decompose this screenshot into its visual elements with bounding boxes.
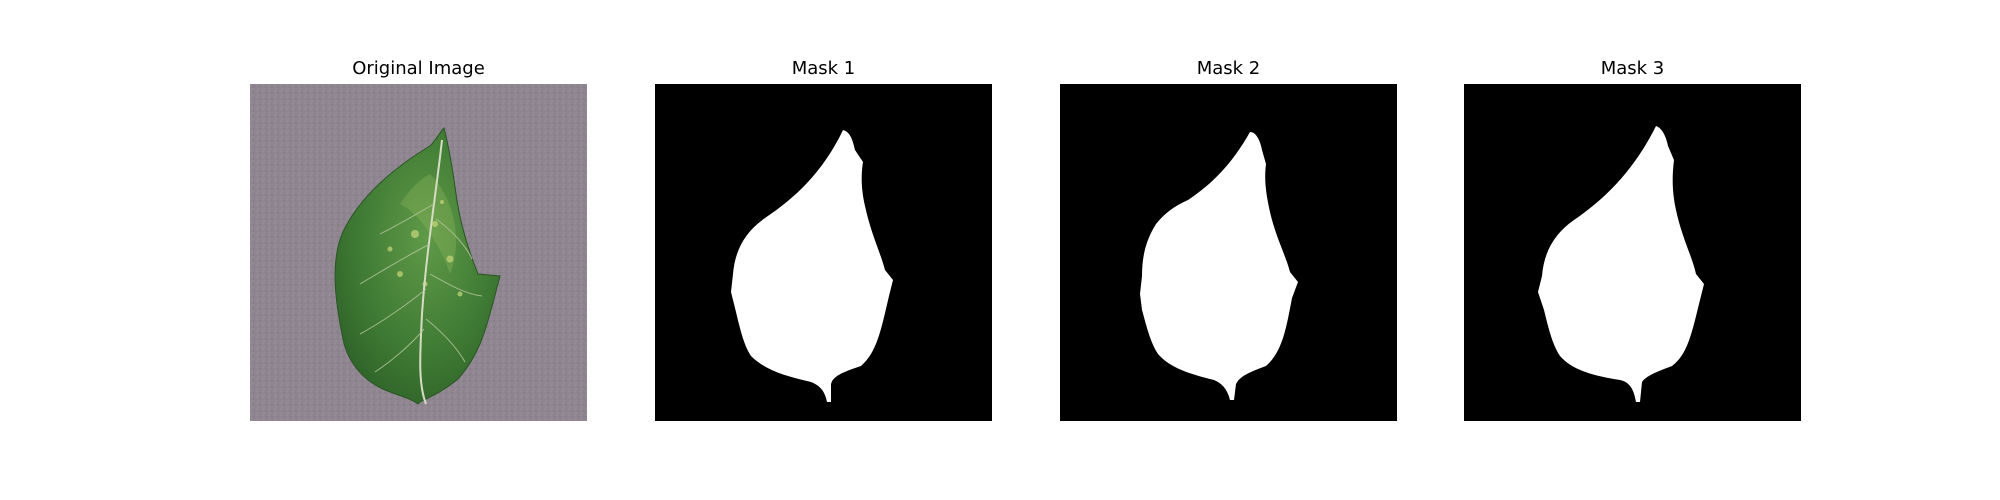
panel-title: Original Image [352, 58, 485, 79]
panel-original-image: Original Image [250, 0, 587, 500]
mask-3-image [1464, 84, 1801, 421]
leaf-shape [334, 127, 501, 405]
mask-leaf-region [1140, 132, 1298, 400]
leaf-midrib [419, 139, 443, 405]
mask-leaf-region [1538, 126, 1704, 402]
leaf-spots [387, 200, 463, 297]
mask-leaf-region [731, 130, 893, 402]
panel-title: Mask 1 [791, 58, 856, 79]
panel-mask-3: Mask 3 [1464, 0, 1801, 500]
mask-1-image [655, 84, 992, 421]
leaf-highlight [400, 174, 457, 274]
panel-title: Mask 2 [1196, 58, 1261, 79]
panel-mask-2: Mask 2 [1060, 0, 1397, 500]
panel-title: Mask 3 [1600, 58, 1665, 79]
leaf-veins [359, 203, 483, 373]
panel-mask-1: Mask 1 [655, 0, 992, 500]
original-leaf-image [250, 84, 587, 421]
mask-2-image [1060, 84, 1397, 421]
